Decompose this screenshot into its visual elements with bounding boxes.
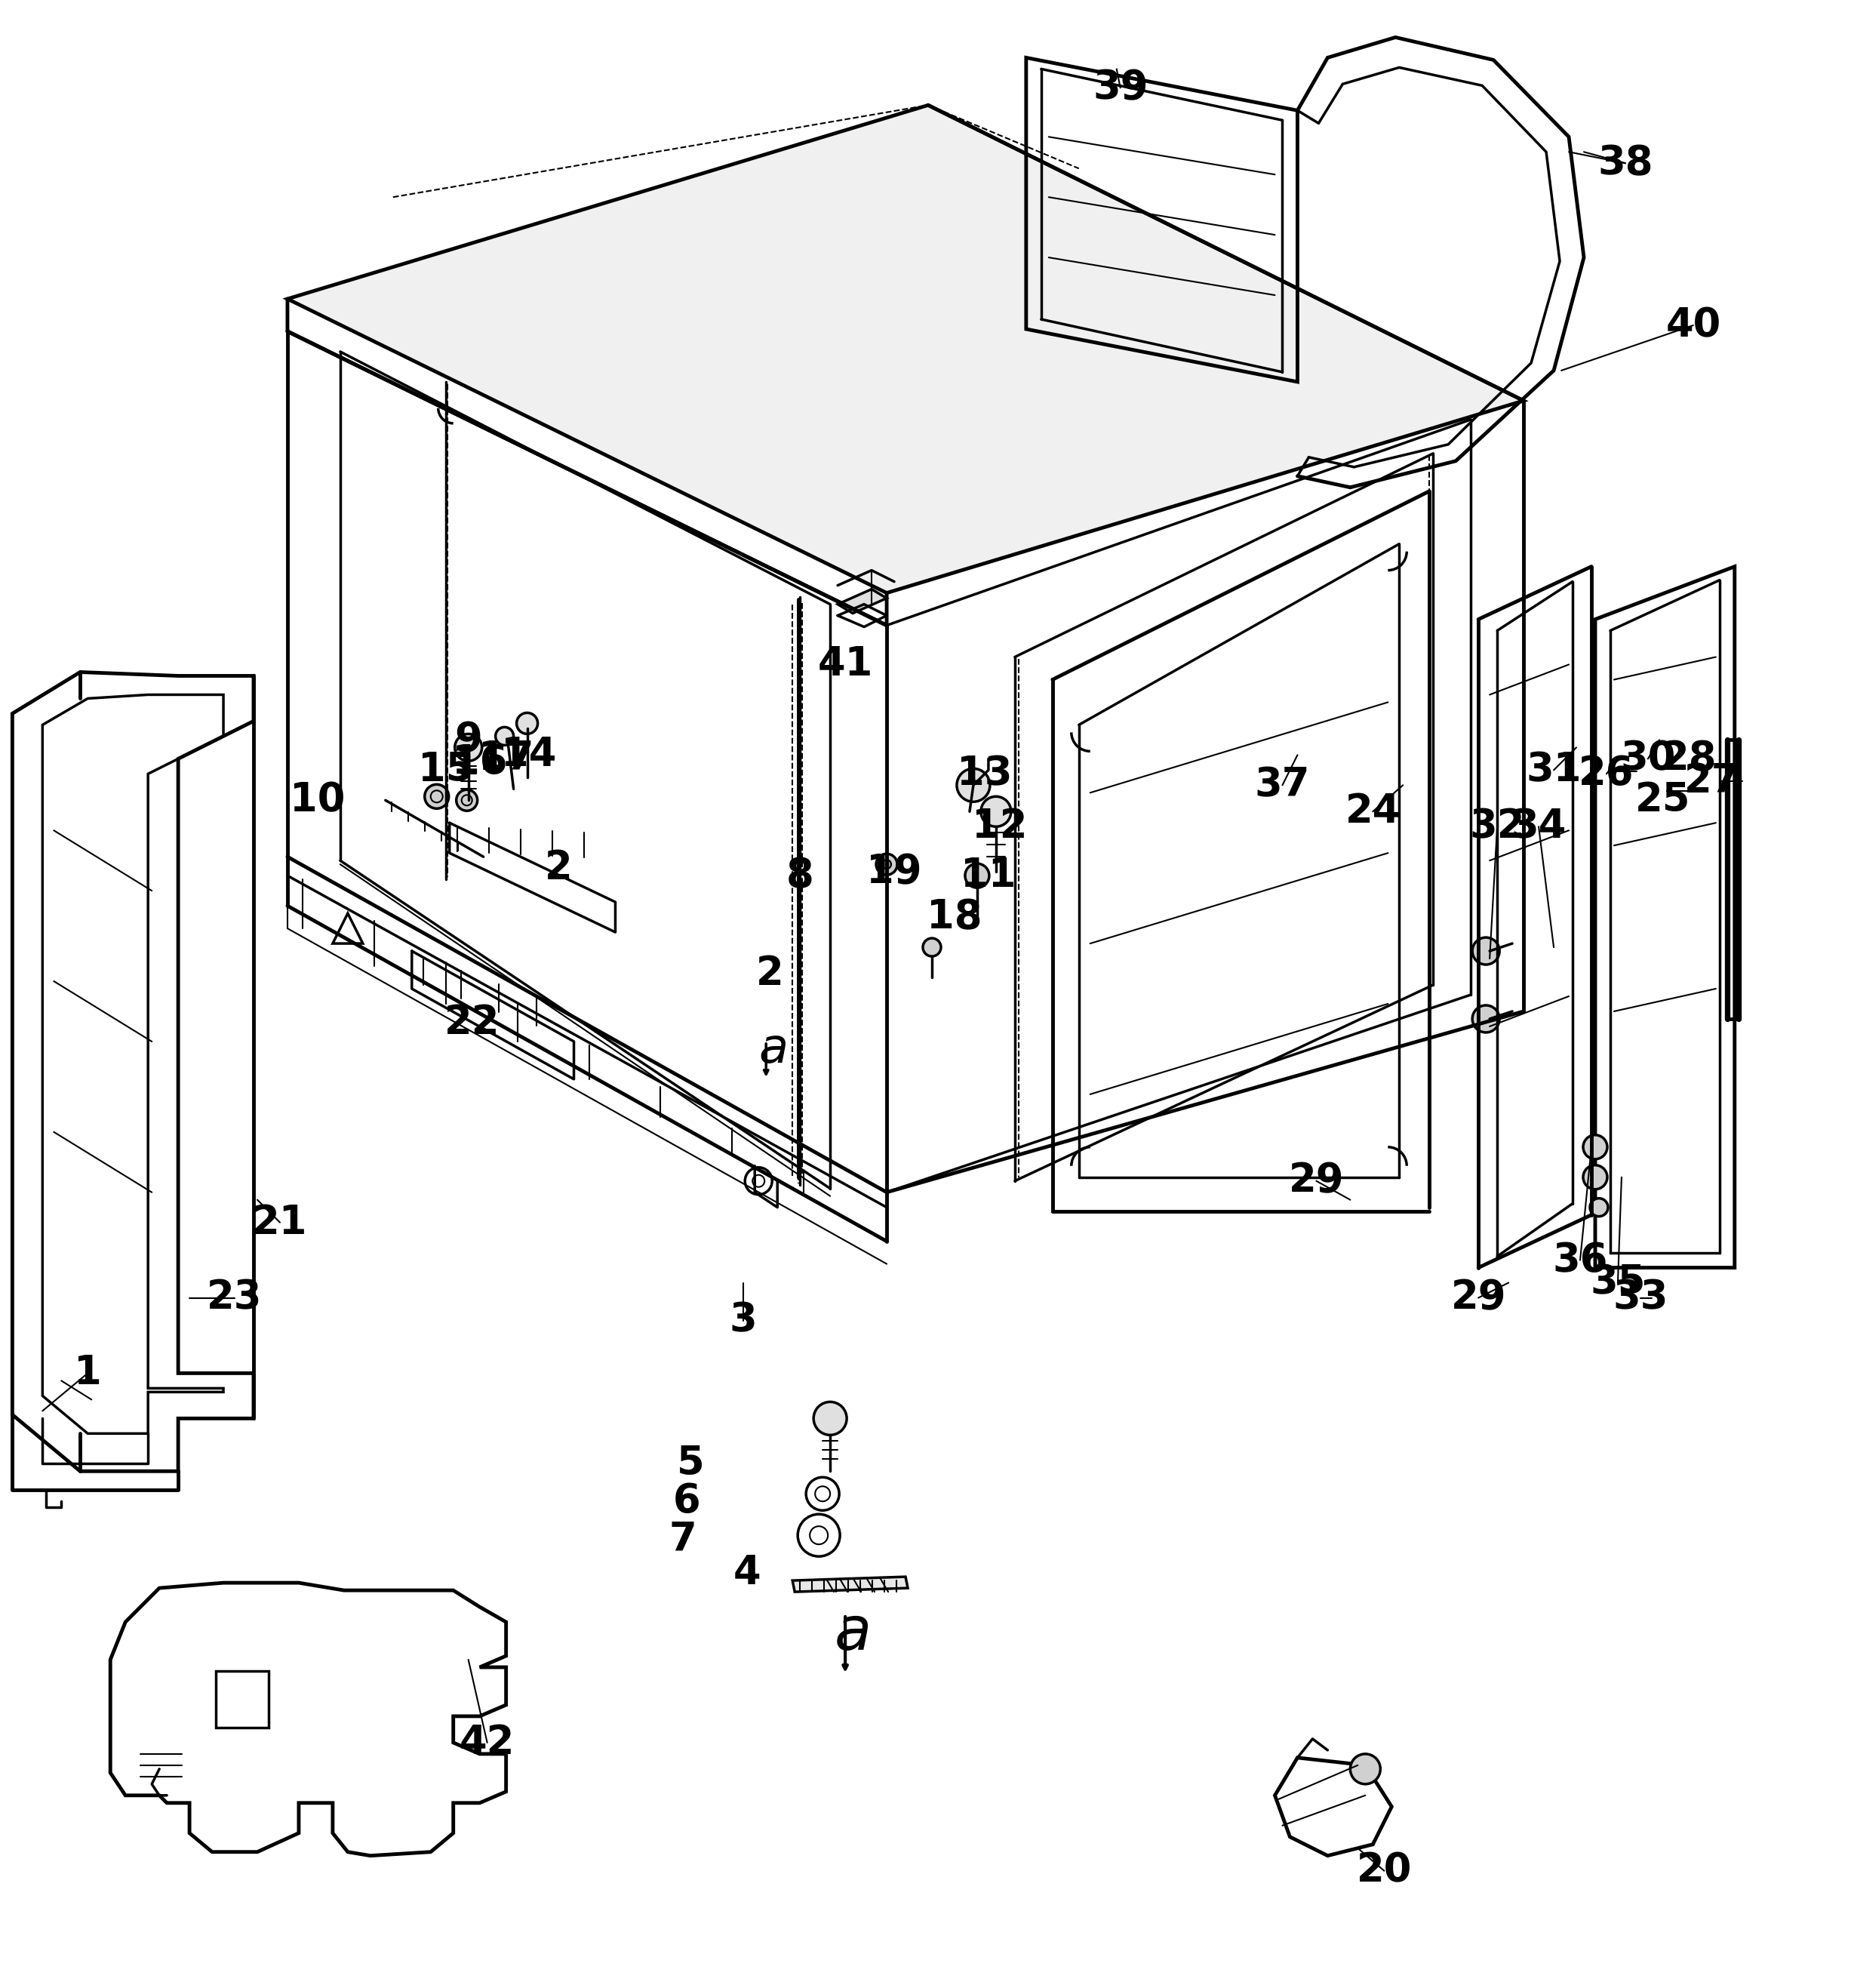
Text: 1: 1 <box>74 1354 102 1394</box>
Text: 33: 33 <box>1612 1278 1668 1318</box>
Text: 20: 20 <box>1357 1851 1412 1891</box>
Text: 11: 11 <box>961 857 1016 895</box>
Text: 17: 17 <box>478 740 533 779</box>
Text: 35: 35 <box>1590 1262 1646 1302</box>
Text: 29: 29 <box>1288 1161 1344 1201</box>
Text: 9: 9 <box>455 720 483 759</box>
Text: 15: 15 <box>418 751 474 789</box>
Text: 23: 23 <box>207 1278 263 1318</box>
Text: 38: 38 <box>1597 143 1653 183</box>
Polygon shape <box>792 1576 907 1592</box>
Circle shape <box>496 728 513 746</box>
Circle shape <box>455 734 481 761</box>
Text: a: a <box>759 1026 789 1072</box>
Circle shape <box>957 769 990 801</box>
Text: 27: 27 <box>1684 761 1740 801</box>
Text: 32: 32 <box>1470 807 1525 847</box>
Text: 19: 19 <box>866 853 922 891</box>
Circle shape <box>964 863 988 889</box>
Circle shape <box>1349 1753 1381 1783</box>
Text: 4: 4 <box>733 1553 761 1592</box>
Text: 24: 24 <box>1346 791 1401 831</box>
Circle shape <box>876 853 898 875</box>
Text: 26: 26 <box>1579 753 1634 793</box>
Circle shape <box>924 938 940 956</box>
Text: 42: 42 <box>459 1724 515 1761</box>
Text: 13: 13 <box>957 753 1012 793</box>
Text: 14: 14 <box>502 736 557 775</box>
Polygon shape <box>839 588 887 612</box>
Text: 3: 3 <box>729 1300 757 1340</box>
Circle shape <box>1583 1165 1607 1189</box>
Circle shape <box>516 714 537 734</box>
Text: 31: 31 <box>1525 751 1581 789</box>
Text: 36: 36 <box>1553 1241 1609 1280</box>
Circle shape <box>1472 938 1499 964</box>
Text: 25: 25 <box>1634 781 1690 819</box>
Text: 7: 7 <box>670 1519 698 1559</box>
Text: a: a <box>835 1604 872 1662</box>
Circle shape <box>1583 1135 1607 1159</box>
Text: 41: 41 <box>818 644 874 684</box>
Text: 39: 39 <box>1092 68 1148 107</box>
Circle shape <box>814 1402 846 1435</box>
Text: 12: 12 <box>972 807 1027 847</box>
Text: 30: 30 <box>1620 740 1675 779</box>
Text: 16: 16 <box>452 744 507 781</box>
Text: 18: 18 <box>927 897 983 936</box>
Text: 10: 10 <box>291 781 346 819</box>
Text: 5: 5 <box>677 1443 705 1483</box>
Polygon shape <box>287 105 1523 592</box>
Text: 8: 8 <box>787 857 814 895</box>
Text: 37: 37 <box>1255 765 1311 805</box>
Circle shape <box>883 859 890 869</box>
Text: 21: 21 <box>252 1203 307 1242</box>
Circle shape <box>457 789 478 811</box>
Text: 34: 34 <box>1510 807 1566 847</box>
Text: 6: 6 <box>674 1481 702 1521</box>
Circle shape <box>424 785 448 809</box>
Circle shape <box>1472 1006 1499 1032</box>
Circle shape <box>981 797 1011 827</box>
Text: 28: 28 <box>1662 740 1718 779</box>
Text: 2: 2 <box>755 954 783 994</box>
Text: 29: 29 <box>1451 1278 1507 1318</box>
Text: 2: 2 <box>544 849 572 889</box>
Text: 22: 22 <box>444 1004 500 1042</box>
Circle shape <box>1590 1199 1609 1217</box>
Text: 40: 40 <box>1666 306 1721 346</box>
